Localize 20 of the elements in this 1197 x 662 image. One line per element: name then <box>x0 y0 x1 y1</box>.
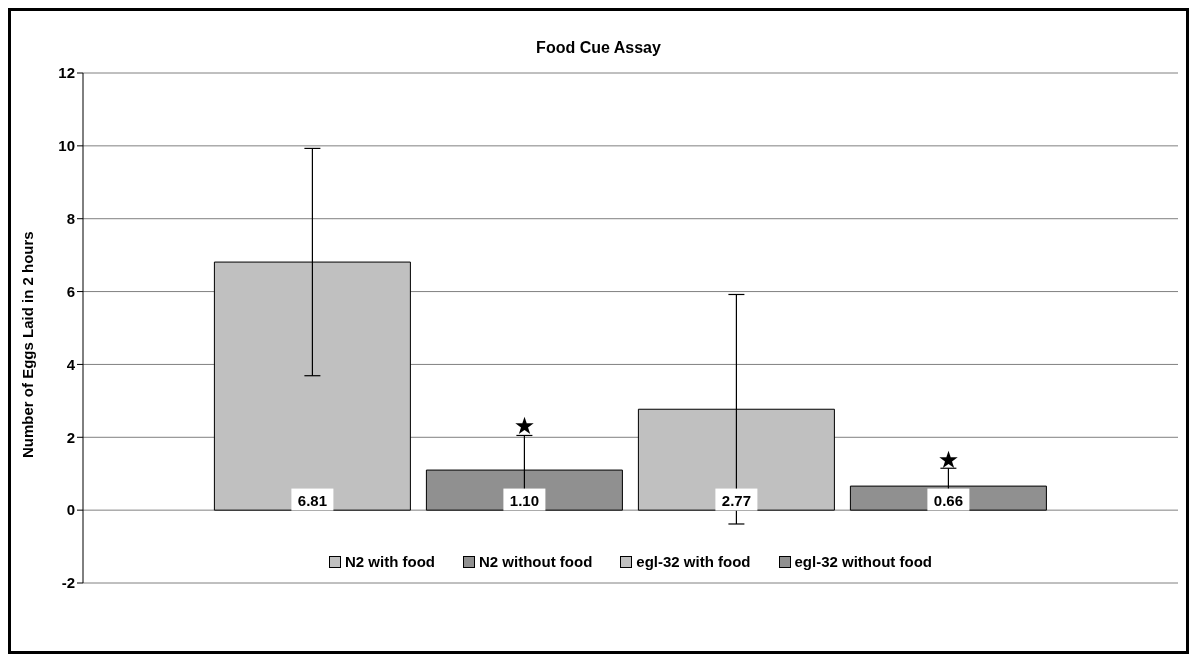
text: 1.10 <box>509 491 539 509</box>
y-tick-label: 6 <box>66 282 75 300</box>
legend-label: N2 with food <box>344 553 436 571</box>
y-tick-label: 0 <box>66 501 75 519</box>
annotation: ★ <box>512 412 537 441</box>
text: 0.66 <box>933 491 963 509</box>
legend-label: egl-32 with food <box>635 553 751 571</box>
y-tick-label: 12 <box>58 64 75 82</box>
text: 6.81 <box>297 491 327 509</box>
y-tick-label: 4 <box>66 355 76 373</box>
y-tick-label: 8 <box>66 210 75 228</box>
y-tick-label: 2 <box>66 428 75 446</box>
annotation: ★ <box>936 446 961 475</box>
y-tick-label: -2 <box>61 574 75 592</box>
chart-title: Food Cue Assay <box>535 39 662 57</box>
text: 2.77 <box>721 491 751 509</box>
legend-label: egl-32 without food <box>793 553 932 571</box>
y-axis-title: Number of Eggs Laid in 2 hours <box>19 231 37 458</box>
legend-label: N2 without food <box>478 553 593 571</box>
y-tick-label: 10 <box>58 137 75 155</box>
